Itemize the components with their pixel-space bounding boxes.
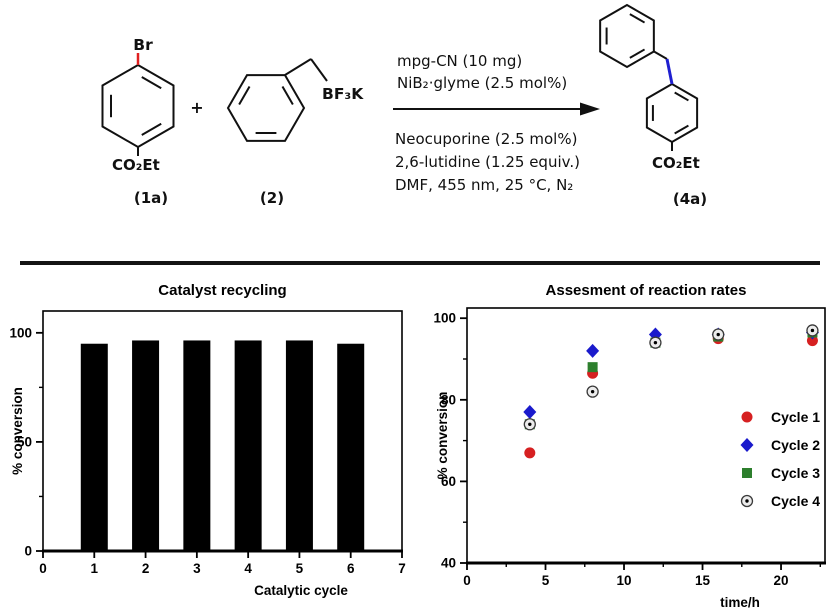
data-point-circle bbox=[741, 411, 753, 423]
x-axis-label: Catalytic cycle bbox=[254, 583, 348, 598]
double-bond bbox=[674, 124, 689, 135]
x-tick-label: 0 bbox=[39, 561, 47, 576]
x-tick-label: 4 bbox=[244, 561, 252, 576]
x-tick-label: 5 bbox=[296, 561, 304, 576]
bar bbox=[132, 340, 160, 551]
double-bond bbox=[281, 85, 294, 105]
bar bbox=[234, 340, 262, 551]
double-bond bbox=[238, 85, 251, 105]
y-tick-label: 100 bbox=[10, 325, 32, 340]
reaction-scheme: Br CO₂Et (1a) + BF₃K (2) mpg-CN (10 mg) … bbox=[101, 3, 707, 208]
x-tick-label: 7 bbox=[398, 561, 406, 576]
benzene-ring bbox=[101, 63, 175, 149]
data-point-circle bbox=[524, 447, 536, 459]
x-tick-label: 15 bbox=[695, 573, 711, 588]
bar bbox=[337, 343, 365, 551]
x-tick-label: 0 bbox=[463, 573, 471, 588]
data-point-square bbox=[742, 468, 752, 478]
y-tick-label: 60 bbox=[441, 474, 456, 489]
legend-label: Cycle 4 bbox=[771, 493, 820, 509]
benzene-ring bbox=[226, 74, 306, 142]
double-bond bbox=[629, 13, 646, 24]
ring-outline bbox=[226, 74, 306, 142]
x-tick-label: 3 bbox=[193, 561, 201, 576]
data-point-center-dot bbox=[590, 389, 595, 394]
double-bond bbox=[141, 76, 162, 90]
condition-line: DMF, 455 nm, 25 °C, N₂ bbox=[395, 176, 573, 194]
ring-outline bbox=[599, 3, 655, 69]
x-tick-label: 20 bbox=[774, 573, 789, 588]
double-bond bbox=[629, 48, 646, 59]
substituent-co2et-label: CO₂Et bbox=[652, 154, 700, 172]
plot-frame bbox=[466, 307, 826, 564]
substituent-bf3k-label: BF₃K bbox=[322, 85, 364, 103]
ring-outline bbox=[645, 82, 699, 144]
y-tick-label: 0 bbox=[24, 544, 32, 559]
ch2-bond bbox=[653, 50, 668, 60]
substituent-co2et-label: CO₂Et bbox=[112, 156, 160, 174]
bar bbox=[80, 343, 108, 551]
ch2-bond bbox=[284, 58, 312, 76]
reactant-2-structure: BF₃K (2) bbox=[226, 58, 364, 207]
product-4a-structure: CO₂Et (4a) bbox=[599, 3, 707, 208]
reactant-1a-structure: Br CO₂Et (1a) bbox=[101, 36, 175, 207]
reaction-arrow-group: mpg-CN (10 mg) NiB₂·glyme (2.5 mol%) Neo… bbox=[393, 52, 600, 194]
legend-label: Cycle 3 bbox=[771, 465, 820, 481]
c-b-bond bbox=[310, 58, 328, 82]
y-axis-label: % conversion bbox=[10, 387, 25, 475]
compound-2-label: (2) bbox=[260, 189, 284, 207]
benzene-ring bbox=[645, 82, 699, 144]
data-point-center-dot bbox=[716, 332, 720, 337]
catalyst-recycling-chart: 0 50 100 0 1 2 3 4 5 6 7 Catalyst recycling % conver… bbox=[10, 282, 406, 598]
data-point-square bbox=[587, 362, 598, 373]
y-tick-label: 80 bbox=[441, 392, 456, 407]
x-tick-label: 5 bbox=[542, 573, 550, 588]
condition-line: NiB₂·glyme (2.5 mol%) bbox=[397, 74, 567, 92]
data-point-circle bbox=[806, 335, 818, 347]
bar bbox=[183, 340, 211, 551]
condition-line: 2,6-lutidine (1.25 equiv.) bbox=[395, 153, 580, 171]
x-tick-label: 2 bbox=[142, 561, 150, 576]
new-c-c-bond bbox=[665, 58, 674, 85]
benzene-ring bbox=[599, 3, 655, 69]
data-point-center-dot bbox=[810, 328, 815, 333]
x-axis-label: time/h bbox=[720, 595, 760, 610]
data-point-diamond bbox=[740, 438, 754, 452]
chart-title: Catalyst recycling bbox=[158, 282, 286, 299]
double-bond bbox=[674, 91, 689, 102]
y-tick-label: 50 bbox=[17, 434, 32, 449]
plus-sign: + bbox=[190, 98, 203, 117]
section-divider bbox=[20, 261, 820, 265]
chart-title: Assesment of reaction rates bbox=[546, 282, 747, 299]
x-tick-label: 10 bbox=[617, 573, 632, 588]
y-tick-label: 100 bbox=[433, 311, 456, 326]
condition-line: Neocuporine (2.5 mol%) bbox=[395, 130, 577, 148]
arrowhead-icon bbox=[580, 102, 600, 116]
ring-outline bbox=[101, 63, 175, 149]
condition-line: mpg-CN (10 mg) bbox=[397, 52, 522, 70]
reaction-rates-chart: 40 60 80 100 0 5 10 15 20 Assesment of reaction r… bbox=[433, 282, 826, 610]
data-point-center-dot bbox=[653, 340, 658, 345]
data-point-diamond bbox=[523, 405, 537, 420]
legend-label: Cycle 1 bbox=[771, 409, 820, 425]
x-tick-label: 1 bbox=[91, 561, 99, 576]
data-point-center-dot bbox=[528, 422, 532, 426]
bar bbox=[285, 340, 313, 551]
x-tick-label: 6 bbox=[347, 561, 355, 576]
compound-1a-label: (1a) bbox=[134, 189, 168, 207]
compound-4a-label: (4a) bbox=[673, 190, 707, 208]
data-point-center-dot bbox=[745, 499, 749, 503]
y-axis-label: % conversion bbox=[435, 392, 450, 480]
substituent-br-label: Br bbox=[133, 36, 153, 54]
legend-label: Cycle 2 bbox=[771, 437, 820, 453]
double-bond bbox=[141, 122, 162, 136]
y-tick-label: 40 bbox=[441, 556, 456, 571]
data-point-diamond bbox=[586, 343, 600, 358]
